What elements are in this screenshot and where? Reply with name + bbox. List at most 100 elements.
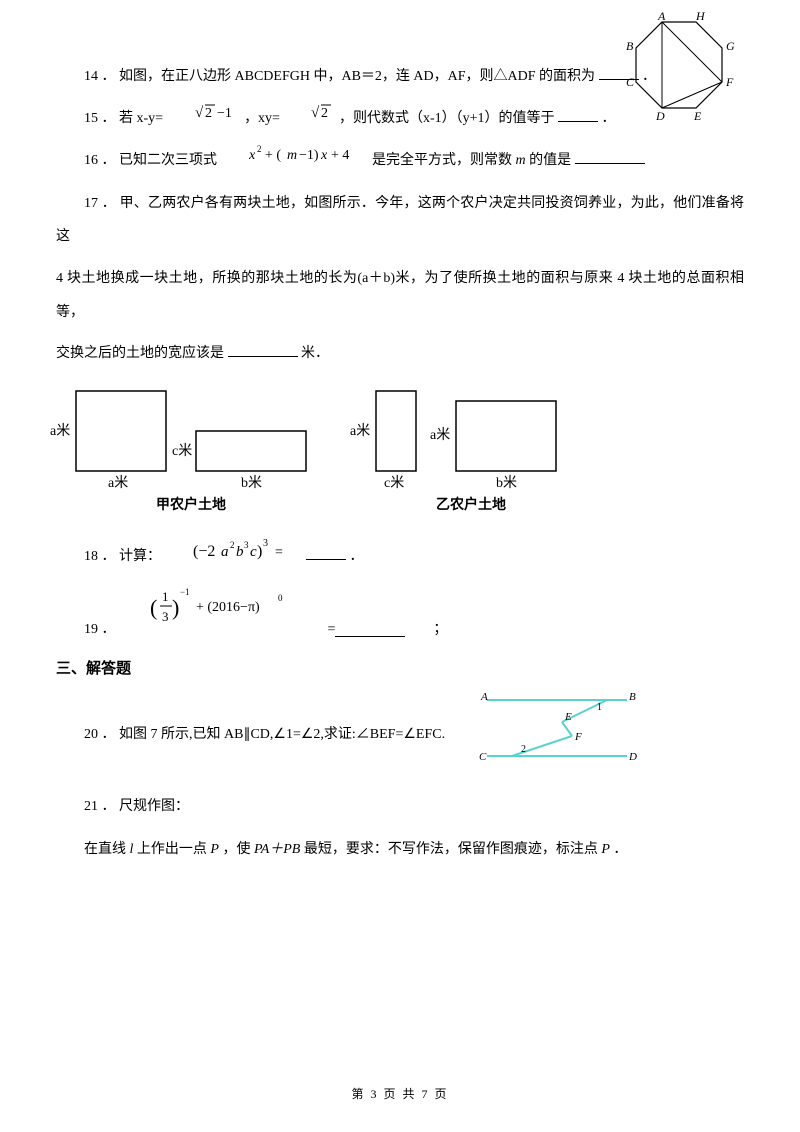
q21-l1: 21 ． 尺规作图： xyxy=(56,790,744,824)
label-G: G xyxy=(726,39,735,53)
page-footer: 第 3 页 共 7 页 xyxy=(0,1085,800,1102)
q19-eq: = xyxy=(300,622,336,639)
section-3-title: 三、解答题 xyxy=(56,657,744,678)
q15-text-c: ，则代数式（x-1）（y+1）的值等于 xyxy=(339,111,555,126)
q15-num: 15 ． xyxy=(84,111,116,126)
q16-m: m xyxy=(516,153,526,168)
q16-text-c: 的值是 xyxy=(529,153,571,168)
q17-figure: a米 a米 c米 b米 甲农户土地 a米 c米 a米 b米 乙农户土地 xyxy=(46,381,744,526)
q16-num: 16 ． xyxy=(84,153,116,168)
q16-text-b: 是完全平方式，则常数 xyxy=(372,153,512,168)
label-H: H xyxy=(695,10,706,23)
svg-text:3: 3 xyxy=(244,540,249,550)
svg-text:x: x xyxy=(249,148,256,163)
svg-text:+ (: + ( xyxy=(265,148,281,163)
q18-blank xyxy=(306,546,346,560)
svg-text:乙农户土地: 乙农户土地 xyxy=(436,496,506,513)
svg-text:C: C xyxy=(479,751,487,763)
q16-expr: x2 + (m−1)x + 4 xyxy=(221,143,369,179)
q19-blank xyxy=(335,623,405,637)
svg-text:2: 2 xyxy=(205,106,212,121)
svg-text:0: 0 xyxy=(278,593,283,603)
q17-blank xyxy=(228,343,298,357)
svg-text:−1: −1 xyxy=(180,587,190,597)
svg-text:a: a xyxy=(221,544,229,560)
svg-text:x: x xyxy=(320,148,328,163)
q17-line1: 17 ． 甲、乙两农户各有两块土地，如图所示．今年，这两个农户决定共同投资饲养业… xyxy=(56,187,744,254)
svg-text:E: E xyxy=(564,711,572,723)
q16-text-a: 已知二次三项式 xyxy=(119,153,217,168)
svg-text:=: = xyxy=(275,545,283,560)
svg-text:a米: a米 xyxy=(430,427,450,443)
q18-expr: (−2a2b3c)3= xyxy=(165,536,303,578)
q15-text-b: ，xy= xyxy=(244,111,280,126)
svg-text:D: D xyxy=(628,751,637,763)
svg-text:+ 4: + 4 xyxy=(331,148,349,163)
svg-text:(: ( xyxy=(150,595,157,620)
svg-text:): ) xyxy=(257,543,262,560)
q21-P1: P xyxy=(210,842,219,857)
q15-blank xyxy=(558,108,598,122)
svg-text:b米: b米 xyxy=(241,475,262,491)
q20-figure: A B C D E F 1 2 xyxy=(449,688,647,782)
q17-l2: 4 块土地换成一块土地，所换的那块土地的长为(a＋b)米，为了使所换土地的面积与… xyxy=(56,271,744,320)
svg-text:c米: c米 xyxy=(384,475,404,491)
svg-text:a米: a米 xyxy=(50,423,70,439)
q20-text: 如图 7 所示,已知 AB∥CD,∠1=∠2,求证:∠BEF=∠EFC. xyxy=(119,727,445,742)
q18: 18 ． 计算： (−2a2b3c)3= ． xyxy=(56,536,744,578)
svg-text:2: 2 xyxy=(230,540,235,550)
svg-text:3: 3 xyxy=(263,538,268,549)
q14-figure: A B C D E F G H xyxy=(614,10,744,145)
q17-line2: 4 块土地换成一块土地，所换的那块土地的长为(a＋b)米，为了使所换土地的面积与… xyxy=(56,262,744,329)
svg-text:−1): −1) xyxy=(299,148,319,163)
svg-text:a米: a米 xyxy=(350,423,370,439)
q17-unit: 米． xyxy=(301,346,329,361)
svg-text:+ (2016−π): + (2016−π) xyxy=(196,600,260,615)
svg-text:√: √ xyxy=(311,105,320,121)
sqrt2-minus-1: √2−1 xyxy=(167,102,241,136)
svg-text:2: 2 xyxy=(321,106,328,121)
svg-text:1: 1 xyxy=(597,702,602,713)
svg-text:1: 1 xyxy=(162,589,169,604)
svg-text:m: m xyxy=(287,148,297,163)
svg-text:2: 2 xyxy=(521,744,526,755)
q18-text-a: 计算： xyxy=(119,549,161,564)
q14-text-a: 如图，在正八边形 ABCDEFGH 中，AB＝2，连 AD，AF，则△ADF 的… xyxy=(119,69,595,84)
q17-line3: 交换之后的土地的宽应该是 米． xyxy=(56,337,744,371)
svg-text:(−2: (−2 xyxy=(193,543,215,560)
q16: 16 ． 已知二次三项式 x2 + (m−1)x + 4 是完全平方式，则常数 … xyxy=(56,143,744,179)
q21-text-e: 最短，要求：不写作法，保留作图痕迹，标注点 xyxy=(304,842,598,857)
q20: 20 ． 如图 7 所示,已知 AB∥CD,∠1=∠2,求证:∠BEF=∠EFC… xyxy=(56,688,744,782)
svg-text:): ) xyxy=(172,595,179,620)
octagon-svg: A B C D E F G H xyxy=(614,10,744,140)
q21-l: l xyxy=(130,842,134,857)
q21-text-d: ，使 xyxy=(222,842,250,857)
q15-text-a: 若 x-y= xyxy=(119,111,163,126)
svg-text:甲农户土地: 甲农户土地 xyxy=(156,496,226,513)
svg-text:A: A xyxy=(480,691,488,703)
label-F: F xyxy=(725,75,734,89)
label-E: E xyxy=(693,109,702,123)
svg-text:F: F xyxy=(574,731,582,743)
q21-text-c: 上作出一点 xyxy=(137,842,207,857)
svg-text:b: b xyxy=(236,544,244,560)
svg-text:√: √ xyxy=(195,105,204,121)
q16-blank xyxy=(575,150,645,164)
svg-text:b米: b米 xyxy=(496,475,517,491)
q21-num: 21 ． xyxy=(84,799,116,814)
q17-l1: 甲、乙两农户各有两块土地，如图所示．今年，这两个农户决定共同投资饲养业，为此，他… xyxy=(56,196,744,245)
q14-num: 14 ． xyxy=(84,69,116,84)
label-C: C xyxy=(626,75,635,89)
label-D: D xyxy=(655,109,665,123)
svg-text:c: c xyxy=(250,544,257,560)
svg-text:B: B xyxy=(629,691,636,703)
svg-text:a米: a米 xyxy=(108,475,128,491)
sqrt2: √2 xyxy=(283,102,335,136)
q21-expr: PA＋PB xyxy=(254,842,300,857)
q17-l3: 交换之后的土地的宽应该是 xyxy=(56,346,224,361)
q18-text-b: ． xyxy=(350,549,364,564)
q19-expr: ( 1 3 ) −1 + (2016−π) 0 xyxy=(122,585,300,643)
svg-text:2: 2 xyxy=(257,144,262,154)
svg-text:c米: c米 xyxy=(172,443,192,459)
label-B: B xyxy=(626,39,634,53)
